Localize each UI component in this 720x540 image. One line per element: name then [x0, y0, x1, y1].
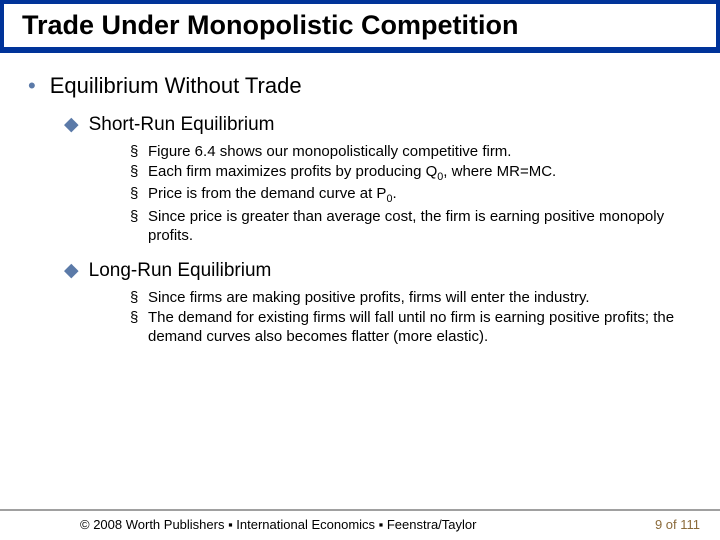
level3-text: Each firm maximizes profits by producing… [148, 163, 556, 184]
level2-title: Short-Run Equilibrium [89, 113, 275, 137]
square-bullet-icon: § [130, 143, 140, 162]
bullet-icon: • [28, 73, 36, 99]
level3-text: Since firms are making positive profits,… [148, 289, 590, 308]
content-area: • Equilibrium Without Trade ◆ Short-Run E… [0, 53, 720, 346]
level3-item: § Each firm maximizes profits by producin… [130, 163, 692, 184]
level2-title: Long-Run Equilibrium [89, 259, 272, 283]
level3-text: Figure 6.4 shows our monopolistically co… [148, 143, 511, 162]
footer: © 2008 Worth Publishers ▪ International … [0, 509, 720, 540]
square-bullet-icon: § [130, 185, 140, 204]
title-bar: Trade Under Monopolistic Competition [0, 0, 720, 53]
level3-text: Since price is greater than average cost… [148, 208, 692, 246]
diamond-bullet-icon: ◆ [64, 259, 79, 283]
level1-item: • Equilibrium Without Trade ◆ Short-Run E… [28, 73, 692, 346]
page-number: 9 of 111 [655, 517, 700, 532]
level3-item: § The demand for existing firms will fall… [130, 309, 692, 347]
level2-section: ◆ Long-Run Equilibrium § Since firms are ma… [64, 259, 692, 346]
square-bullet-icon: § [130, 309, 140, 328]
level3-item: § Since firms are making positive profits… [130, 289, 692, 308]
level3-text: The demand for existing firms will fall … [148, 309, 692, 347]
square-bullet-icon: § [130, 163, 140, 182]
slide-title: Trade Under Monopolistic Competition [4, 4, 716, 47]
level3-text: Price is from the demand curve at P0. [148, 185, 397, 206]
level2-section: ◆ Short-Run Equilibrium § Figure 6.4 shows … [64, 113, 692, 245]
level3-item: § Since price is greater than average cos… [130, 208, 692, 246]
level3-item: § Price is from the demand curve at P0. [130, 185, 692, 206]
copyright-text: © 2008 Worth Publishers ▪ International … [80, 517, 476, 532]
diamond-bullet-icon: ◆ [64, 113, 79, 137]
level3-list: § Figure 6.4 shows our monopolistically c… [130, 143, 692, 245]
square-bullet-icon: § [130, 208, 140, 227]
level3-list: § Since firms are making positive profits… [130, 289, 692, 346]
level3-item: § Figure 6.4 shows our monopolistically c… [130, 143, 692, 162]
level1-heading: Equilibrium Without Trade [50, 73, 302, 99]
square-bullet-icon: § [130, 289, 140, 308]
